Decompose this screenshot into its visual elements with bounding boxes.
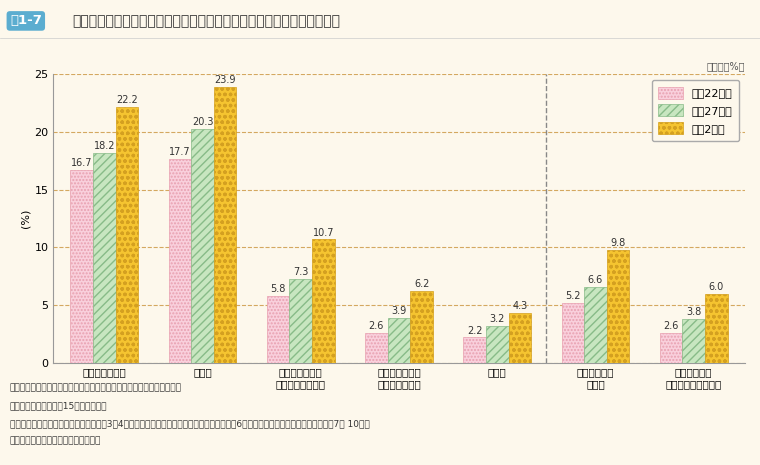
Text: （注）１　人事院「一般職の国家公務員の任用状況調査報告」より作成: （注）１ 人事院「一般職の国家公務員の任用状況調査報告」より作成 xyxy=(10,384,182,392)
Text: 2.6: 2.6 xyxy=(369,321,384,331)
Bar xyxy=(388,318,410,363)
Y-axis label: (%): (%) xyxy=(20,209,30,228)
Bar xyxy=(71,170,93,363)
Text: 3.2: 3.2 xyxy=(489,314,505,324)
Text: 各役職段階に占める女性の割合（行政職俸給表（一）、指定職俸給表）: 各役職段階に占める女性の割合（行政職俸給表（一）、指定職俸給表） xyxy=(72,14,340,28)
Text: 16.7: 16.7 xyxy=(71,159,93,168)
Text: （注）３　係長級は行政職俸給表（一）3、4級、本省課長補佐・地方機関の課長級は同５、6級、本省課室長・地方機関の長級は同7～ 10級の: （注）３ 係長級は行政職俸給表（一）3、4級、本省課長補佐・地方機関の課長級は同… xyxy=(10,419,369,428)
Text: 18.2: 18.2 xyxy=(93,141,115,151)
Bar xyxy=(486,326,508,363)
Bar xyxy=(606,250,629,363)
Bar xyxy=(169,159,192,363)
Bar xyxy=(464,337,486,363)
Text: 3.8: 3.8 xyxy=(686,307,701,317)
Legend: 平成22年度, 平成27年度, 令和2年度: 平成22年度, 平成27年度, 令和2年度 xyxy=(652,80,739,141)
Text: 9.8: 9.8 xyxy=(610,238,625,248)
Text: 10.7: 10.7 xyxy=(312,227,334,238)
Bar xyxy=(365,333,388,363)
Bar xyxy=(214,87,236,363)
Text: 6.6: 6.6 xyxy=(587,275,603,285)
Bar xyxy=(312,239,334,363)
Text: 6.0: 6.0 xyxy=(708,282,724,292)
Bar xyxy=(410,291,433,363)
Bar xyxy=(192,129,214,363)
Bar xyxy=(584,286,606,363)
Text: 2.2: 2.2 xyxy=(467,326,483,336)
Text: 23.9: 23.9 xyxy=(214,75,236,86)
Text: 2.6: 2.6 xyxy=(663,321,679,331)
Text: 17.7: 17.7 xyxy=(169,147,191,157)
Bar xyxy=(290,279,312,363)
Text: 5.2: 5.2 xyxy=(565,291,581,301)
Text: 3.9: 3.9 xyxy=(391,306,407,316)
Bar xyxy=(705,293,727,363)
Text: 図1-7: 図1-7 xyxy=(10,14,42,27)
Text: （単位：%）: （単位：%） xyxy=(706,61,745,72)
Text: 5.8: 5.8 xyxy=(271,284,286,294)
Bar xyxy=(562,303,584,363)
Bar xyxy=(116,106,138,363)
Text: 7.3: 7.3 xyxy=(293,267,309,277)
Bar xyxy=(267,296,290,363)
Text: 20.3: 20.3 xyxy=(192,117,214,127)
Bar xyxy=(93,153,116,363)
Text: 22.2: 22.2 xyxy=(116,95,138,105)
Bar xyxy=(508,313,531,363)
Text: 適用者に占める女性の割合: 適用者に占める女性の割合 xyxy=(10,437,101,445)
Text: 4.3: 4.3 xyxy=(512,301,527,312)
Text: （注）２　各年度１月15日現在の割合: （注）２ 各年度１月15日現在の割合 xyxy=(10,401,107,410)
Bar xyxy=(660,333,682,363)
Text: 6.2: 6.2 xyxy=(414,279,429,290)
Bar xyxy=(682,319,705,363)
